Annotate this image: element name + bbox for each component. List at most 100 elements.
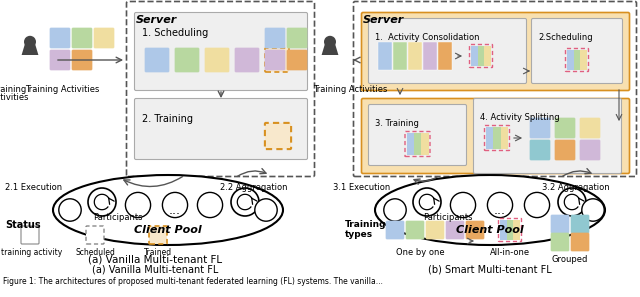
Text: 2.2 Aggregation: 2.2 Aggregation (220, 183, 287, 192)
Text: 2.1 Execution: 2.1 Execution (5, 183, 62, 192)
Text: Training Activities: Training Activities (25, 85, 99, 94)
Text: Client Pool: Client Pool (456, 225, 524, 235)
Circle shape (451, 192, 476, 218)
Bar (477, 46, 484, 66)
Circle shape (231, 188, 259, 216)
Text: Activities: Activities (0, 93, 29, 102)
Text: 1.  Activity Consolidation: 1. Activity Consolidation (375, 33, 479, 42)
Text: 3.1 Execution: 3.1 Execution (333, 183, 390, 192)
FancyBboxPatch shape (551, 233, 569, 251)
FancyBboxPatch shape (362, 99, 630, 173)
Text: ...: ... (494, 204, 506, 217)
Circle shape (558, 188, 586, 216)
FancyBboxPatch shape (580, 118, 600, 138)
Text: Trained: Trained (144, 248, 172, 257)
FancyBboxPatch shape (205, 48, 229, 72)
Text: Scheduled: Scheduled (75, 248, 115, 257)
Text: (a) Vanilla Multi-tenant FL: (a) Vanilla Multi-tenant FL (88, 254, 222, 264)
Text: 3.2 Aggregation: 3.2 Aggregation (542, 183, 610, 192)
Bar (493, 127, 500, 149)
Bar (484, 46, 491, 66)
FancyBboxPatch shape (134, 99, 307, 159)
Text: 3. Training: 3. Training (375, 119, 419, 128)
Bar (408, 42, 422, 70)
Polygon shape (322, 43, 339, 55)
Text: Status: Status (5, 220, 40, 230)
Bar (421, 133, 429, 155)
Text: (a) Vanilla Multi-tenant FL: (a) Vanilla Multi-tenant FL (92, 265, 218, 275)
FancyBboxPatch shape (406, 221, 424, 239)
FancyBboxPatch shape (551, 215, 569, 233)
Text: types: types (345, 230, 373, 239)
Circle shape (88, 188, 116, 216)
FancyBboxPatch shape (555, 118, 575, 138)
FancyBboxPatch shape (369, 18, 527, 83)
FancyBboxPatch shape (265, 50, 285, 70)
Text: Training: Training (0, 85, 27, 94)
Text: (b) Smart Multi-tenant FL: (b) Smart Multi-tenant FL (428, 265, 552, 275)
Bar (393, 42, 407, 70)
FancyBboxPatch shape (580, 140, 600, 160)
Bar (513, 220, 520, 240)
Text: Training: Training (345, 220, 387, 229)
FancyBboxPatch shape (235, 48, 259, 72)
Text: Client Pool: Client Pool (134, 225, 202, 235)
Text: 1. Scheduling: 1. Scheduling (142, 28, 208, 38)
Text: New training activity: New training activity (0, 248, 62, 257)
FancyBboxPatch shape (94, 28, 114, 48)
FancyBboxPatch shape (369, 105, 467, 165)
Circle shape (488, 192, 513, 218)
Bar (471, 46, 477, 66)
FancyBboxPatch shape (134, 12, 307, 91)
FancyBboxPatch shape (530, 118, 550, 138)
Circle shape (384, 199, 406, 221)
Bar (423, 42, 437, 70)
FancyBboxPatch shape (426, 221, 444, 239)
Polygon shape (22, 43, 38, 55)
FancyBboxPatch shape (149, 226, 167, 244)
Text: Training Activities: Training Activities (313, 85, 387, 94)
FancyBboxPatch shape (571, 215, 589, 233)
FancyBboxPatch shape (474, 99, 621, 173)
Bar (414, 133, 421, 155)
Bar (406, 133, 414, 155)
Text: 4. Activity Splitting: 4. Activity Splitting (480, 113, 559, 122)
FancyBboxPatch shape (265, 123, 291, 149)
FancyBboxPatch shape (175, 48, 199, 72)
Ellipse shape (375, 175, 605, 245)
FancyBboxPatch shape (446, 221, 464, 239)
FancyBboxPatch shape (50, 28, 70, 48)
Circle shape (324, 36, 336, 48)
FancyBboxPatch shape (145, 48, 169, 72)
Circle shape (413, 188, 441, 216)
Bar (486, 127, 493, 149)
Circle shape (125, 192, 150, 218)
Text: Participants: Participants (423, 213, 473, 222)
Text: Server: Server (136, 15, 177, 25)
Text: Server: Server (363, 15, 404, 25)
Text: One by one: One by one (396, 248, 444, 257)
Circle shape (255, 199, 277, 221)
FancyBboxPatch shape (287, 28, 307, 48)
FancyBboxPatch shape (265, 48, 289, 72)
Ellipse shape (53, 175, 283, 245)
FancyBboxPatch shape (72, 28, 92, 48)
FancyBboxPatch shape (555, 140, 575, 160)
Circle shape (197, 192, 223, 218)
Text: 2.Scheduling: 2.Scheduling (538, 33, 593, 42)
Circle shape (24, 36, 36, 48)
Text: ...: ... (169, 204, 181, 217)
Text: Grouped: Grouped (552, 255, 588, 264)
FancyBboxPatch shape (466, 221, 484, 239)
FancyBboxPatch shape (265, 28, 285, 48)
FancyBboxPatch shape (571, 233, 589, 251)
FancyBboxPatch shape (530, 140, 550, 160)
Bar (500, 127, 508, 149)
Text: Participants: Participants (93, 213, 143, 222)
Circle shape (163, 192, 188, 218)
Circle shape (582, 199, 604, 221)
Text: 2. Training: 2. Training (142, 114, 193, 124)
Bar (507, 220, 513, 240)
Circle shape (59, 199, 81, 221)
FancyBboxPatch shape (72, 50, 92, 70)
